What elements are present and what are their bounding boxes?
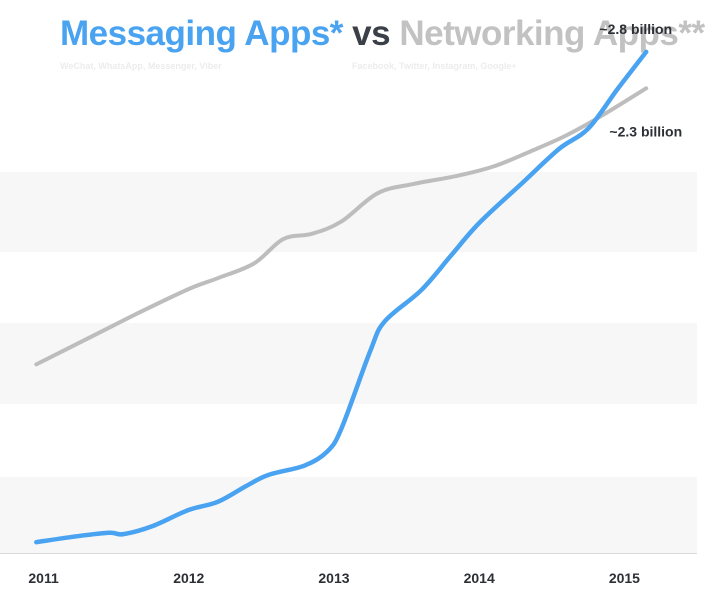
- networking-data-label: ~2.3 billion: [609, 123, 682, 139]
- x-tick-2012: 2012: [173, 570, 204, 586]
- series-layer: [34, 49, 649, 545]
- x-tick-2013: 2013: [318, 570, 349, 586]
- x-tick-2011: 2011: [28, 570, 59, 586]
- messaging-line: [34, 49, 649, 545]
- chart-title: Messaging Apps* vs Networking Apps**: [60, 14, 705, 54]
- x-tick-2015: 2015: [609, 570, 640, 586]
- title-vs: vs: [352, 14, 391, 53]
- background-band-1: [0, 172, 697, 252]
- title-networking: Networking Apps**: [399, 14, 705, 53]
- title-messaging: Messaging Apps*: [60, 14, 343, 53]
- networking-line: [34, 86, 649, 367]
- x-tick-2014: 2014: [464, 570, 495, 586]
- background-band-2: [0, 323, 697, 404]
- data-labels: ~2.8 billion ~2.3 billion: [599, 21, 682, 139]
- subtitle-messaging: WeChat, WhatsApp, Messenger, Viber: [60, 61, 222, 71]
- background-band-3: [0, 477, 697, 553]
- background-bands: [0, 172, 697, 553]
- x-axis-ticks: 2011 2012 2013 2014 2015: [28, 570, 640, 586]
- messaging-data-label: ~2.8 billion: [599, 21, 672, 37]
- subtitle-networking: Facebook, Twitter, Instagram, Google+: [352, 61, 517, 71]
